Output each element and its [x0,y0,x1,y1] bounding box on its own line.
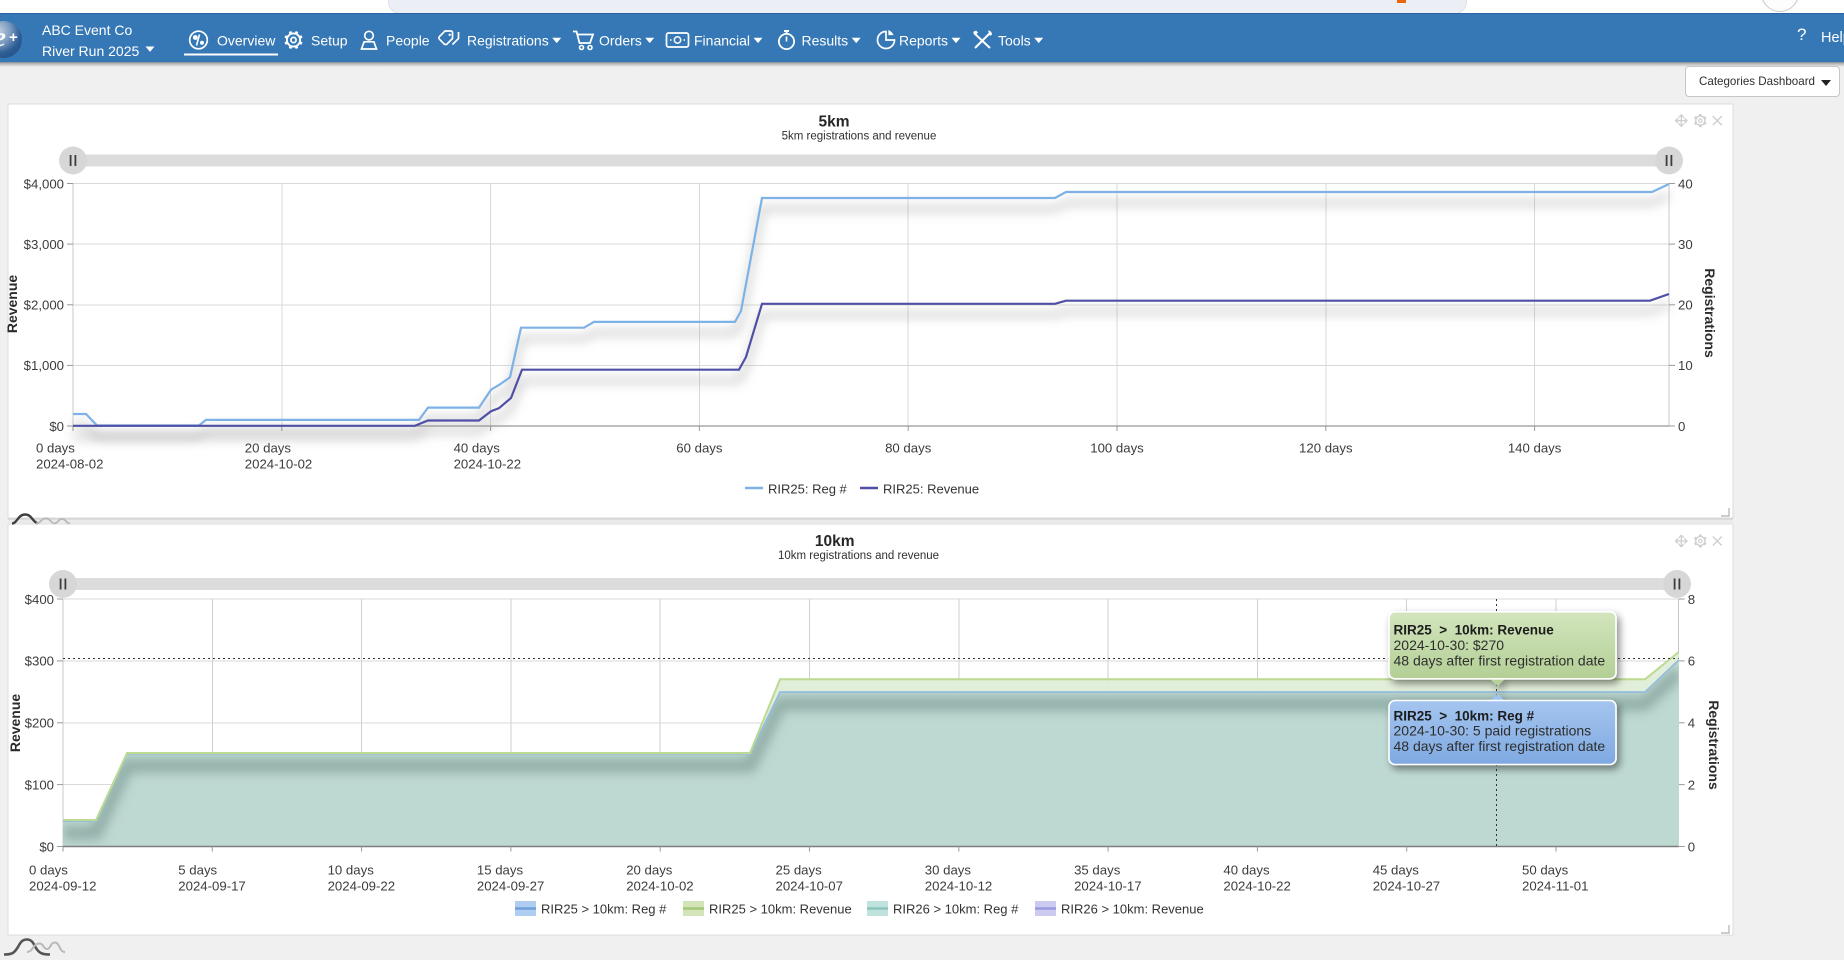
svg-text:48 days after first registrati: 48 days after first registration date [1394,653,1606,669]
svg-text:2: 2 [1688,777,1695,792]
svg-text:15 days: 15 days [477,863,524,878]
svg-text:$0: $0 [39,839,54,854]
svg-text:RIR26 > 10km: Revenue: RIR26 > 10km: Revenue [1061,902,1204,917]
svg-text:6: 6 [1688,654,1695,669]
svg-text:100 days: 100 days [1090,441,1144,456]
svg-text:2024-10-22: 2024-10-22 [454,457,521,472]
svg-text:40: 40 [1678,176,1693,191]
svg-text:$4,000: $4,000 [24,176,64,191]
svg-text:30: 30 [1678,237,1693,252]
svg-text:RIR25 > 10km: Reg #: RIR25 > 10km: Reg # [541,902,667,917]
svg-text:Overview: Overview [217,33,276,49]
svg-text:45 days: 45 days [1373,863,1420,878]
svg-text:Reports: Reports [899,33,948,49]
svg-text:$3,000: $3,000 [24,237,64,252]
svg-text:2024-09-12: 2024-09-12 [29,879,96,894]
svg-text:2024-10-12: 2024-10-12 [925,879,992,894]
svg-text:10km registrations and revenue: 10km registrations and revenue [778,550,939,562]
svg-text:Registrations: Registrations [1702,268,1718,358]
svg-text:0 days: 0 days [29,863,68,878]
svg-text:Setup: Setup [311,33,348,49]
svg-text:2024-10-17: 2024-10-17 [1074,879,1141,894]
svg-text:$0: $0 [49,419,64,434]
svg-text:$2,000: $2,000 [24,298,64,313]
svg-text:40 days: 40 days [1223,863,1270,878]
svg-text:$200: $200 [25,716,54,731]
svg-text:2024-10-22: 2024-10-22 [1223,879,1290,894]
svg-text:30 days: 30 days [925,863,972,878]
svg-text:20 days: 20 days [245,441,292,456]
svg-text:5km registrations and revenue: 5km registrations and revenue [782,131,937,143]
svg-text:$1,000: $1,000 [24,358,64,373]
svg-text:35 days: 35 days [1074,863,1121,878]
svg-text:RIR25 > 10km: Revenue: RIR25 > 10km: Revenue [1394,623,1555,638]
svg-text:0: 0 [1688,839,1695,854]
svg-text:RIR25 > 10km: Reg #: RIR25 > 10km: Reg # [1394,708,1535,723]
svg-text:Tools: Tools [998,33,1031,49]
svg-text:$100: $100 [25,777,54,792]
svg-text:20 days: 20 days [626,863,673,878]
svg-text:RIR26 > 10km: Reg #: RIR26 > 10km: Reg # [893,902,1019,917]
svg-text:20: 20 [1678,298,1693,313]
svg-text:0 days: 0 days [36,441,75,456]
svg-text:2024-10-02: 2024-10-02 [626,879,693,894]
svg-text:Revenue: Revenue [4,275,20,334]
svg-text:10km: 10km [815,533,855,550]
svg-text:2024-11-01: 2024-11-01 [1522,879,1588,894]
svg-text:2024-08-02: 2024-08-02 [36,457,103,472]
svg-text:2024-10-07: 2024-10-07 [776,879,843,894]
svg-text:2024-09-27: 2024-09-27 [477,879,544,894]
svg-text:2024-10-30: $270: 2024-10-30: $270 [1394,637,1505,653]
svg-text:50 days: 50 days [1522,863,1569,878]
svg-text:Orders: Orders [599,33,642,49]
svg-text:8: 8 [1688,592,1695,607]
svg-text:5km: 5km [818,114,849,131]
svg-text:Financial: Financial [694,33,750,49]
svg-text:120 days: 120 days [1299,441,1353,456]
svg-text:2024-10-02: 2024-10-02 [245,457,312,472]
svg-text:2024-10-27: 2024-10-27 [1373,879,1440,894]
svg-text:Registrations: Registrations [1706,700,1722,790]
svg-text:4: 4 [1688,716,1695,731]
svg-text:2024-09-17: 2024-09-17 [178,879,245,894]
svg-text:140 days: 140 days [1508,441,1562,456]
svg-text:48 days after first registrati: 48 days after first registration date [1394,738,1606,754]
svg-text:10 days: 10 days [328,863,375,878]
svg-text:People: People [386,33,430,49]
svg-text:40 days: 40 days [454,441,501,456]
svg-text:Revenue: Revenue [7,694,23,753]
svg-text:Results: Results [802,33,849,49]
svg-text:$300: $300 [25,654,54,669]
svg-text:0: 0 [1678,419,1685,434]
svg-text:2024-09-22: 2024-09-22 [328,879,395,894]
svg-text:25 days: 25 days [776,863,823,878]
svg-text:RIR25: Reg #: RIR25: Reg # [768,482,848,497]
svg-text:$400: $400 [25,592,54,607]
svg-text:10: 10 [1678,358,1693,373]
svg-text:80 days: 80 days [885,441,932,456]
svg-text:60 days: 60 days [676,441,723,456]
svg-text:RIR25 > 10km: Revenue: RIR25 > 10km: Revenue [709,902,852,917]
svg-text:RIR25: Revenue: RIR25: Revenue [883,482,979,497]
svg-text:Registrations: Registrations [467,33,549,49]
svg-text:2024-10-30: 5 paid registratio: 2024-10-30: 5 paid registrations [1394,723,1592,739]
svg-text:5 days: 5 days [178,863,217,878]
